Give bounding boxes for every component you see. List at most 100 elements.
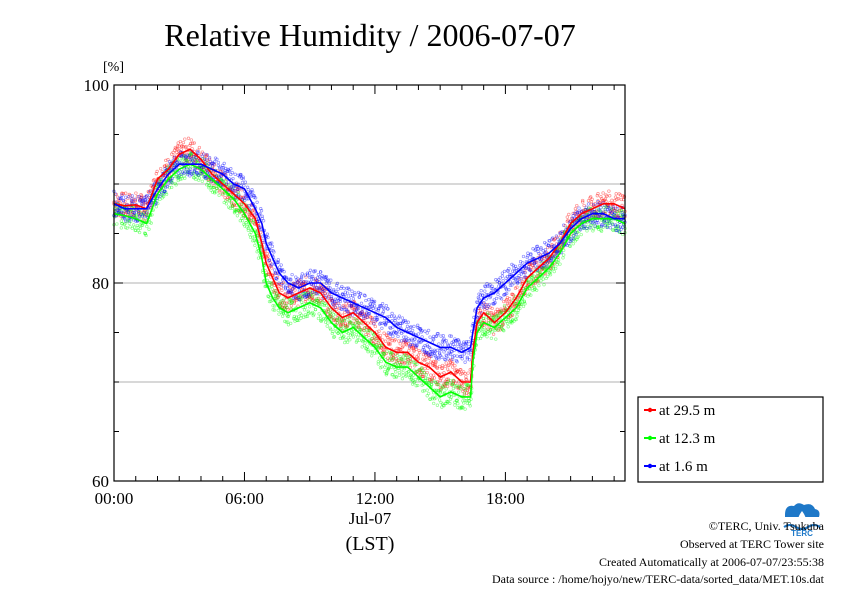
sample-point <box>443 401 448 406</box>
sample-point <box>297 296 301 300</box>
sample-point <box>293 317 297 321</box>
sample-point <box>332 335 337 339</box>
sample-point <box>215 186 219 190</box>
sample-point <box>600 199 605 203</box>
sample-point <box>481 301 486 305</box>
sample-point <box>358 311 362 316</box>
sample-point <box>388 350 392 355</box>
sample-point <box>399 363 403 367</box>
sample-point <box>311 285 315 289</box>
sample-point <box>501 322 505 327</box>
sample-point <box>543 265 548 270</box>
sample-point <box>292 301 296 305</box>
sample-point <box>240 180 245 185</box>
sample-point <box>279 302 283 306</box>
sample-point <box>425 331 429 335</box>
sample-point <box>378 356 382 360</box>
sample-point <box>138 210 142 215</box>
sample-point <box>397 373 402 377</box>
sample-point <box>359 313 364 317</box>
sample-point <box>403 360 407 365</box>
sample-point <box>210 190 215 194</box>
sample-point <box>163 164 167 168</box>
sample-point <box>194 159 198 163</box>
sample-point <box>247 212 251 217</box>
sample-point <box>296 293 300 298</box>
sample-point <box>248 232 252 237</box>
sample-point <box>294 298 299 303</box>
sample-point <box>114 214 118 219</box>
y-tick-label-100: 100 <box>84 76 110 95</box>
sample-point <box>145 209 150 213</box>
sample-point <box>378 366 383 370</box>
sample-point <box>297 278 302 282</box>
sample-point <box>383 369 387 374</box>
sample-point <box>210 186 215 190</box>
sample-point <box>228 206 232 210</box>
sample-point <box>119 226 123 230</box>
sample-point <box>464 374 468 379</box>
sample-point <box>443 358 448 362</box>
sample-point <box>179 174 183 179</box>
sample-point <box>617 208 621 213</box>
sample-point <box>278 301 283 305</box>
sample-point <box>349 304 353 308</box>
sample-point <box>208 176 213 180</box>
sample-point <box>229 167 233 171</box>
sample-point <box>142 211 146 215</box>
sample-point <box>188 166 192 170</box>
sample-point <box>176 178 180 183</box>
sample-point <box>386 368 390 373</box>
sample-point <box>329 312 333 317</box>
sample-point <box>364 312 369 316</box>
sample-point <box>310 298 315 302</box>
sample-point <box>373 337 377 341</box>
sample-point <box>333 327 337 331</box>
sample-point <box>129 200 134 205</box>
sample-point <box>225 183 229 187</box>
sample-point <box>500 323 505 328</box>
sample-point <box>184 144 188 149</box>
sample-point <box>255 250 259 254</box>
sample-point <box>150 213 154 217</box>
sample-point <box>372 322 376 326</box>
sample-point <box>559 234 563 238</box>
sample-point <box>572 228 577 232</box>
sample-point <box>354 332 359 337</box>
sample-point <box>309 291 313 295</box>
sample-point <box>322 303 326 307</box>
sample-point <box>337 316 341 321</box>
sample-point <box>443 383 447 387</box>
sample-point <box>391 334 395 338</box>
sample-point <box>424 358 428 362</box>
sample-point <box>502 305 507 309</box>
sample-point <box>357 325 361 330</box>
sample-point <box>587 206 591 210</box>
sample-point <box>308 289 313 293</box>
sample-point <box>418 368 422 372</box>
sample-point <box>494 315 499 319</box>
sample-point <box>321 287 325 292</box>
sample-point <box>229 200 234 205</box>
sample-point <box>265 252 269 256</box>
sample-point <box>616 197 621 201</box>
sample-point <box>303 300 307 304</box>
sample-point <box>266 294 270 298</box>
sample-point <box>231 196 235 200</box>
sample-point <box>131 210 135 214</box>
sample-point <box>383 365 387 369</box>
sample-point <box>175 175 180 179</box>
sample-point <box>353 322 357 326</box>
sample-point <box>570 216 574 220</box>
sample-point <box>270 244 275 249</box>
sample-point <box>251 208 255 213</box>
sample-point <box>478 321 482 325</box>
sample-point <box>491 316 496 320</box>
sample-point <box>404 374 408 378</box>
sample-point <box>399 362 403 367</box>
sample-point <box>397 370 402 375</box>
sample-point <box>161 174 165 179</box>
sample-point <box>134 191 138 195</box>
sample-point <box>229 202 234 206</box>
sample-point <box>276 295 280 299</box>
